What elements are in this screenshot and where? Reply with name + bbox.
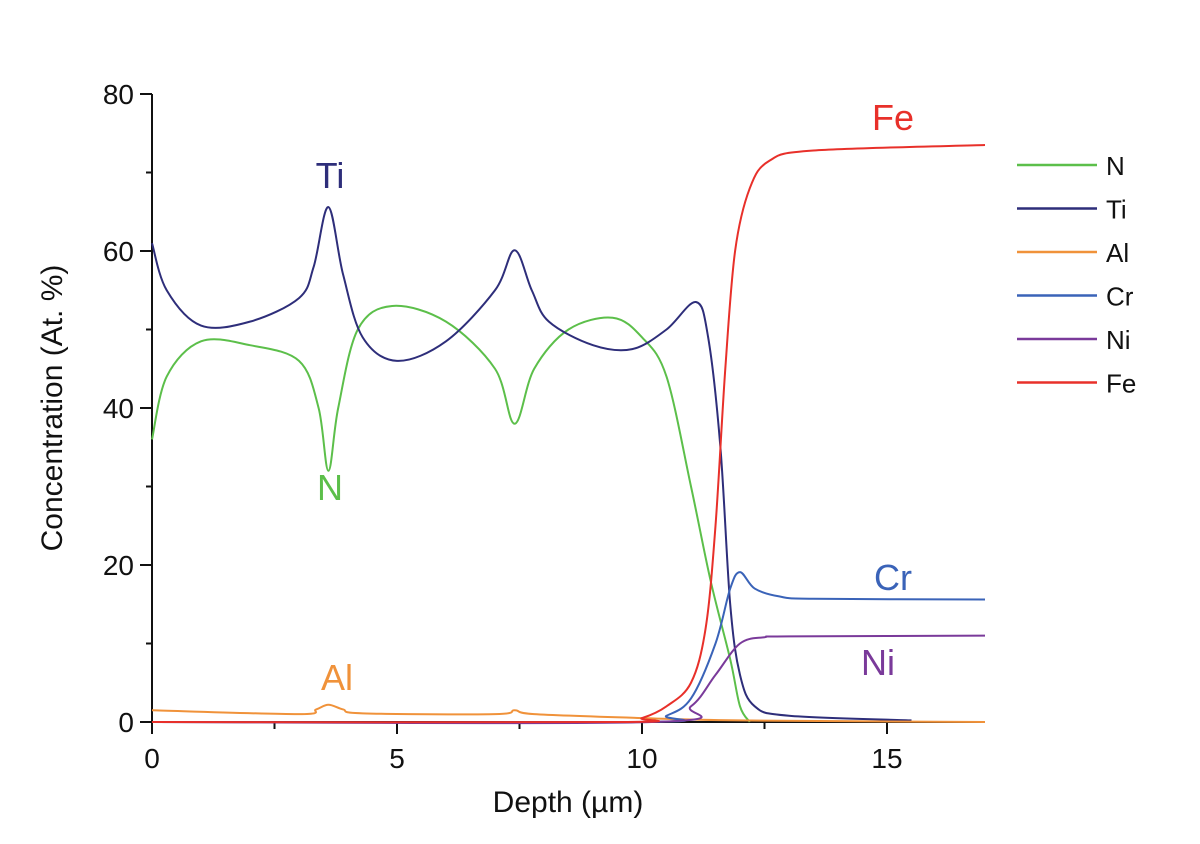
y-axis-label: Concentration (At. %) [36,265,69,552]
annotation-al: Al [321,657,353,698]
legend-label-ti: Ti [1106,195,1127,225]
annotation-n: N [317,467,343,508]
annotation-cr: Cr [874,557,912,598]
y-tick-label: 80 [103,79,134,110]
y-tick-label: 20 [103,550,134,581]
series-line-ni [151,634,986,725]
x-tick-label: 10 [626,743,657,774]
x-axis-label: Depth (µm) [493,786,644,819]
series-line-n [151,304,751,723]
series-line-fe [151,144,986,724]
x-tick-label: 15 [871,743,902,774]
legend-label-cr: Cr [1106,282,1134,312]
x-tick-label: 5 [389,743,405,774]
series-line-al [151,703,986,723]
annotations: Ti N Al Fe Cr Ni [316,97,914,698]
series-lines [151,144,986,725]
y-tick-label: 0 [118,707,134,738]
annotation-fe: Fe [872,97,914,138]
axes: 0 20 40 60 80 0 5 10 15 [103,79,985,774]
y-tick-label: 60 [103,236,134,267]
y-tick-label: 40 [103,393,134,424]
legend-label-n: N [1106,151,1125,181]
annotation-ti: Ti [316,155,345,196]
legend-label-al: Al [1106,238,1129,268]
legend-label-ni: Ni [1106,325,1131,355]
annotation-ni: Ni [861,642,895,683]
legend-label-fe: Fe [1106,369,1136,399]
x-tick-label: 0 [144,743,160,774]
series-line-ti [151,206,912,722]
legend: N Ti Al Cr Ni Fe [1017,151,1136,399]
